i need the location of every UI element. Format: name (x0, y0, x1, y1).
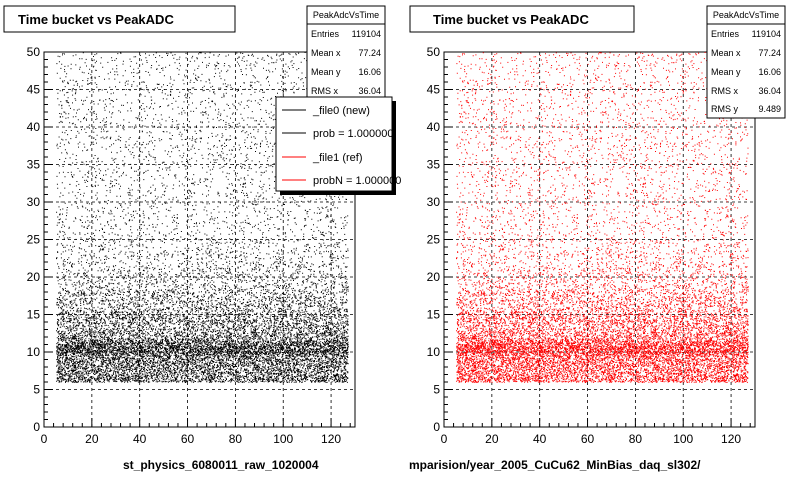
scatter-marks (56, 52, 349, 383)
y-tick-label: 20 (427, 270, 441, 284)
x-tick-label: 60 (181, 432, 195, 446)
y-tick-label: 25 (27, 233, 41, 247)
legend-entry: prob = 1.000000 (313, 128, 393, 140)
stats-label-right: Entries (711, 29, 740, 39)
y-ticks-left (44, 51, 53, 428)
x-ticks-left (43, 418, 351, 427)
y-ticks-right (444, 51, 453, 428)
y-tick-label: 15 (27, 308, 41, 322)
title-box-left (3, 5, 236, 33)
x-ticks-right (443, 418, 751, 427)
legend-entry: probN = 1.000000 (313, 175, 401, 187)
y-tick-label: 50 (27, 45, 41, 59)
x-tick-label: 120 (721, 432, 741, 446)
y-tick-label: 10 (427, 345, 441, 359)
stats-value-right: 77.24 (758, 48, 781, 58)
y-tick-label: 20 (27, 270, 41, 284)
x-tick-label: 60 (581, 432, 595, 446)
x-tick-labels-left: 0 20 40 60 80 100 120 (41, 432, 342, 446)
y-tick-labels-right: 0 5 10 15 20 25 30 35 40 45 50 (427, 45, 441, 434)
y-tick-label: 5 (33, 383, 40, 397)
stats-value-left: 36.04 (358, 86, 381, 96)
x-tick-label: 20 (85, 432, 99, 446)
x-tick-label: 80 (229, 432, 243, 446)
y-tick-label: 25 (427, 233, 441, 247)
stats-name-right: PeakAdcVsTime (713, 10, 779, 20)
y-tick-label: 30 (427, 195, 441, 209)
x-axis-label-left: st_physics_6080011_raw_1020004 (123, 458, 319, 472)
stats-label-right: RMS y (711, 104, 739, 114)
y-tick-label: 10 (27, 345, 41, 359)
stats-value-left: 16.06 (358, 67, 381, 77)
y-tick-label: 35 (27, 158, 41, 172)
x-tick-label: 100 (273, 432, 293, 446)
y-tick-label: 15 (427, 308, 441, 322)
y-tick-label: 45 (27, 83, 41, 97)
stats-label-left: Entries (311, 29, 340, 39)
stats-label-left: RMS x (311, 86, 339, 96)
chart-title-right: Time bucket vs PeakADC (433, 12, 589, 27)
y-tick-label: 0 (433, 420, 440, 434)
stats-label-right: RMS x (711, 86, 739, 96)
stats-box-right: PeakAdcVsTime Entries 119104 Mean x 77.2… (706, 5, 786, 119)
stats-value-right: 9.489 (758, 104, 781, 114)
x-tick-label: 0 (41, 432, 48, 446)
legend-left: _file0 (new) prob = 1.000000 _file1 (ref… (275, 96, 401, 195)
scatter-points-right (456, 52, 749, 383)
chart-title-left: Time bucket vs PeakADC (18, 12, 174, 27)
legend-entry: _file1 (ref) (312, 152, 363, 164)
scatter-points-left (56, 52, 349, 383)
stats-box-left: PeakAdcVsTime Entries 119104 Mean x 77.2… (306, 5, 386, 103)
panel-right: 0 20 40 60 80 100 120 0 5 10 15 20 25 30 35 40 45 50 Tim… (409, 5, 786, 472)
y-tick-label: 45 (427, 83, 441, 97)
stats-label-left: Mean y (311, 67, 341, 77)
stats-value-right: 119104 (752, 29, 781, 39)
y-tick-label: 5 (433, 383, 440, 397)
x-tick-label: 100 (673, 432, 693, 446)
stats-value-right: 16.06 (758, 67, 781, 77)
x-tick-label: 20 (485, 432, 499, 446)
y-tick-label: 30 (27, 195, 41, 209)
legend-entry: _file0 (new) (312, 105, 370, 117)
stats-label-left: Mean x (311, 48, 341, 58)
x-axis-label-right: mparision/year_2005_CuCu62_MinBias_daq_s… (409, 458, 701, 472)
y-tick-label: 40 (427, 120, 441, 134)
x-tick-labels-right: 0 20 40 60 80 100 120 (441, 432, 742, 446)
panel-left: 0 20 40 60 80 100 120 0 5 10 15 20 25 30 35 40 45 50 Tim… (3, 5, 401, 472)
stats-value-right: 36.04 (758, 86, 781, 96)
x-tick-label: 80 (629, 432, 643, 446)
stats-value-left: 119104 (352, 29, 381, 39)
x-tick-label: 120 (321, 432, 341, 446)
y-tick-label: 40 (27, 120, 41, 134)
stats-label-right: Mean y (711, 67, 741, 77)
x-tick-label: 40 (133, 432, 147, 446)
x-tick-label: 40 (533, 432, 547, 446)
y-tick-labels-left: 0 5 10 15 20 25 30 35 40 45 50 (27, 45, 41, 434)
scatter-marks (456, 52, 749, 383)
stats-label-right: Mean x (711, 48, 741, 58)
y-tick-label: 35 (427, 158, 441, 172)
stats-value-left: 77.24 (358, 48, 381, 58)
y-tick-label: 50 (427, 45, 441, 59)
stats-name-left: PeakAdcVsTime (313, 10, 379, 20)
y-tick-label: 0 (33, 420, 40, 434)
title-box-right (409, 5, 635, 33)
x-tick-label: 0 (441, 432, 448, 446)
